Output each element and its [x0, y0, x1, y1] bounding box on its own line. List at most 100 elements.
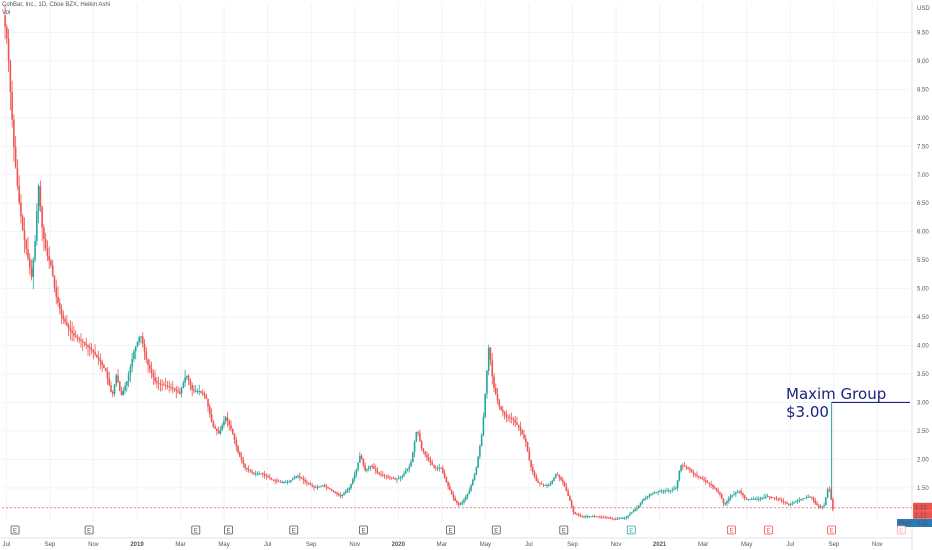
earnings-marker[interactable]: E: [191, 525, 201, 535]
candle-body: [122, 390, 125, 395]
candle: [660, 489, 663, 494]
candle-body: [283, 482, 285, 483]
candle: [240, 452, 243, 464]
candle-body: [223, 420, 225, 426]
candle: [749, 499, 751, 501]
candle: [777, 497, 779, 502]
candle: [740, 488, 742, 496]
candle-body: [731, 495, 734, 497]
candle-body: [73, 333, 75, 336]
earnings-marker[interactable]: E: [896, 525, 906, 535]
y-tick-label: 4.50: [917, 315, 929, 321]
candle-body: [14, 147, 17, 168]
candle: [348, 486, 351, 493]
candle-body: [549, 483, 552, 485]
candle-body: [373, 466, 375, 469]
candle: [150, 361, 153, 379]
candle: [768, 496, 771, 500]
candle: [528, 447, 531, 461]
candle: [579, 513, 582, 518]
candle: [694, 473, 697, 478]
candle-body: [793, 502, 795, 504]
earnings-marker[interactable]: E: [289, 525, 299, 535]
earnings-marker[interactable]: E: [559, 525, 569, 535]
candle: [683, 461, 686, 467]
candle: [235, 436, 238, 452]
candle-body: [627, 515, 629, 518]
candle: [754, 497, 757, 501]
candle: [394, 476, 396, 481]
candle-body: [652, 493, 654, 495]
candle-body: [807, 497, 809, 498]
candle: [228, 418, 231, 431]
candle: [763, 494, 765, 500]
earnings-marker[interactable]: E: [359, 525, 368, 535]
earnings-marker[interactable]: E: [224, 525, 233, 535]
candle: [76, 334, 79, 342]
candle: [403, 471, 405, 478]
candle: [339, 492, 342, 499]
candle: [731, 494, 734, 499]
candle-body: [757, 498, 760, 500]
candle-body: [187, 375, 190, 381]
candle-body: [740, 490, 742, 494]
candle-body: [780, 500, 783, 501]
candle-body: [339, 494, 342, 497]
candle: [540, 481, 543, 485]
candle-body: [330, 489, 333, 491]
candle-body: [696, 474, 698, 476]
candle: [390, 477, 393, 480]
candle: [246, 467, 248, 473]
candle-body: [369, 465, 372, 468]
candle-body: [763, 497, 765, 499]
candle-body: [787, 503, 790, 505]
candle: [733, 490, 735, 496]
y-tick-label: 2.00: [917, 457, 929, 463]
candle: [80, 333, 82, 348]
earnings-marker[interactable]: E: [10, 525, 20, 535]
candle-body: [796, 500, 799, 502]
candle: [560, 476, 562, 482]
candle-body: [133, 351, 135, 360]
candle-body: [97, 356, 100, 360]
candle: [659, 489, 661, 493]
candle-body: [713, 486, 716, 489]
candle-body: [496, 394, 499, 401]
candle: [311, 482, 313, 488]
earnings-marker[interactable]: E: [764, 525, 773, 535]
candle-body: [228, 421, 231, 426]
candle: [117, 369, 119, 383]
candle: [646, 495, 649, 500]
candle-body: [666, 490, 668, 492]
candle: [367, 465, 370, 472]
candle: [572, 505, 575, 515]
earnings-marker[interactable]: E: [491, 525, 501, 535]
earnings-marker[interactable]: E: [84, 525, 94, 535]
candle-body: [200, 391, 202, 393]
candle-body: [253, 472, 255, 474]
last-price-value: 1.15: [915, 505, 927, 511]
candle: [207, 398, 209, 412]
earnings-marker[interactable]: E: [727, 525, 736, 535]
candle: [323, 483, 326, 488]
candle: [34, 235, 36, 263]
candle-body: [406, 468, 409, 472]
candle: [293, 475, 296, 480]
candle: [588, 515, 591, 519]
candle: [502, 405, 504, 417]
earnings-marker[interactable]: E: [827, 525, 837, 535]
earnings-marker[interactable]: E: [626, 525, 636, 535]
candle: [161, 379, 163, 391]
candle-body: [180, 388, 183, 394]
candle: [773, 497, 776, 501]
candle: [66, 314, 68, 327]
candle-body: [269, 477, 271, 479]
candle: [530, 459, 532, 472]
candle-body: [738, 490, 741, 492]
candle: [223, 416, 225, 429]
x-tick-label: Sep: [828, 542, 839, 548]
earnings-marker[interactable]: E: [446, 525, 455, 535]
candle-body: [51, 265, 54, 276]
candles: [4, 4, 834, 521]
